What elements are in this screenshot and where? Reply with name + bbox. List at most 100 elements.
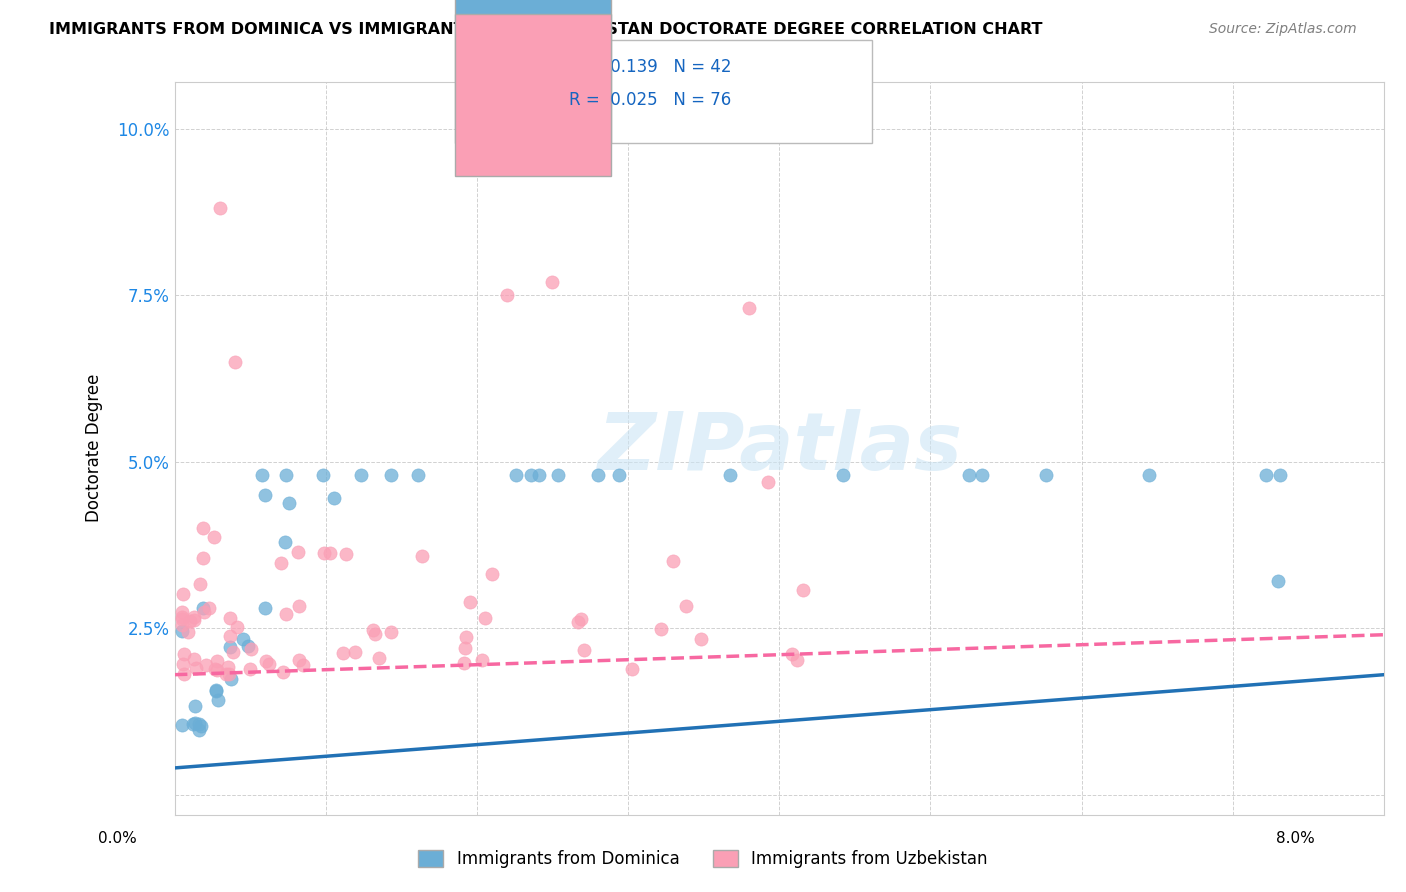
Point	[454, 631, 477, 645]
Point	[250, 467, 273, 482]
Point	[361, 623, 384, 637]
Point	[312, 546, 335, 560]
Point	[481, 566, 503, 581]
Point	[274, 534, 297, 549]
Point	[172, 657, 194, 672]
Point	[238, 639, 260, 653]
Point	[205, 684, 228, 698]
Point	[831, 467, 853, 482]
Text: IMMIGRANTS FROM DOMINICA VS IMMIGRANTS FROM UZBEKISTAN DOCTORATE DEGREE CORRELAT: IMMIGRANTS FROM DOMINICA VS IMMIGRANTS F…	[49, 22, 1043, 37]
Point	[675, 599, 697, 614]
Point	[190, 719, 212, 733]
Legend: Immigrants from Dominica, Immigrants from Uzbekistan: Immigrants from Dominica, Immigrants fro…	[412, 843, 994, 875]
Point	[607, 467, 630, 482]
Point	[173, 647, 195, 661]
Point	[204, 530, 226, 544]
Point	[172, 718, 194, 732]
Point	[173, 667, 195, 681]
Point	[197, 601, 219, 615]
Point	[541, 275, 564, 289]
Point	[505, 467, 527, 482]
Point	[411, 549, 433, 563]
Point	[194, 658, 217, 673]
Point	[193, 551, 215, 566]
Point	[225, 620, 247, 634]
Point	[240, 641, 263, 656]
Point	[172, 618, 194, 632]
Point	[222, 645, 245, 659]
Point	[332, 646, 354, 660]
Point	[572, 643, 595, 657]
Point	[232, 632, 254, 646]
Point	[520, 467, 543, 482]
Y-axis label: Doctorate Degree: Doctorate Degree	[86, 374, 103, 523]
Point	[318, 546, 340, 560]
Point	[343, 645, 366, 659]
Point	[190, 577, 212, 591]
Point	[218, 667, 240, 681]
Point	[191, 520, 214, 534]
Point	[786, 653, 808, 667]
Point	[257, 657, 280, 671]
Point	[181, 717, 204, 731]
Point	[278, 496, 301, 510]
Point	[1137, 467, 1160, 482]
Point	[1268, 467, 1291, 482]
Point	[292, 658, 315, 673]
Point	[183, 652, 205, 666]
Point	[364, 627, 387, 641]
Point	[205, 683, 228, 698]
Point	[208, 202, 231, 216]
Text: Source: ZipAtlas.com: Source: ZipAtlas.com	[1209, 22, 1357, 37]
Point	[218, 640, 240, 654]
Point	[970, 467, 993, 482]
Point	[380, 625, 402, 640]
Point	[184, 716, 207, 731]
Point	[782, 647, 804, 661]
Point	[458, 594, 481, 608]
Point	[380, 467, 402, 482]
Point	[406, 467, 429, 482]
Point	[204, 662, 226, 676]
Point	[527, 467, 550, 482]
Point	[792, 583, 814, 598]
Point	[221, 672, 243, 686]
Point	[193, 605, 215, 619]
Point	[335, 547, 357, 561]
Point	[186, 661, 208, 675]
Point	[496, 288, 519, 302]
Point	[172, 612, 194, 626]
Point	[253, 600, 276, 615]
Point	[205, 654, 228, 668]
Point	[621, 663, 644, 677]
Point	[274, 467, 297, 482]
Point	[270, 556, 292, 570]
Point	[177, 624, 200, 639]
Point	[224, 354, 246, 368]
Point	[254, 488, 277, 502]
Point	[1035, 467, 1057, 482]
Point	[217, 660, 239, 674]
Point	[650, 622, 672, 636]
Point	[219, 630, 242, 644]
Point	[172, 624, 194, 639]
Point	[1267, 574, 1289, 589]
Point	[718, 467, 741, 482]
Point	[271, 665, 294, 680]
Text: R =  0.025   N = 76: R = 0.025 N = 76	[569, 91, 731, 109]
Text: R =  0.139   N = 42: R = 0.139 N = 42	[569, 58, 733, 76]
Point	[215, 666, 238, 681]
Point	[172, 610, 194, 624]
Point	[218, 611, 240, 625]
Text: ZIPatlas: ZIPatlas	[596, 409, 962, 487]
Point	[172, 605, 194, 619]
Point	[179, 614, 201, 628]
Point	[959, 467, 981, 482]
Point	[662, 554, 685, 568]
Point	[571, 612, 593, 626]
Point	[322, 491, 344, 505]
Point	[738, 301, 761, 316]
Point	[588, 467, 610, 482]
Point	[207, 693, 229, 707]
Point	[205, 663, 228, 677]
